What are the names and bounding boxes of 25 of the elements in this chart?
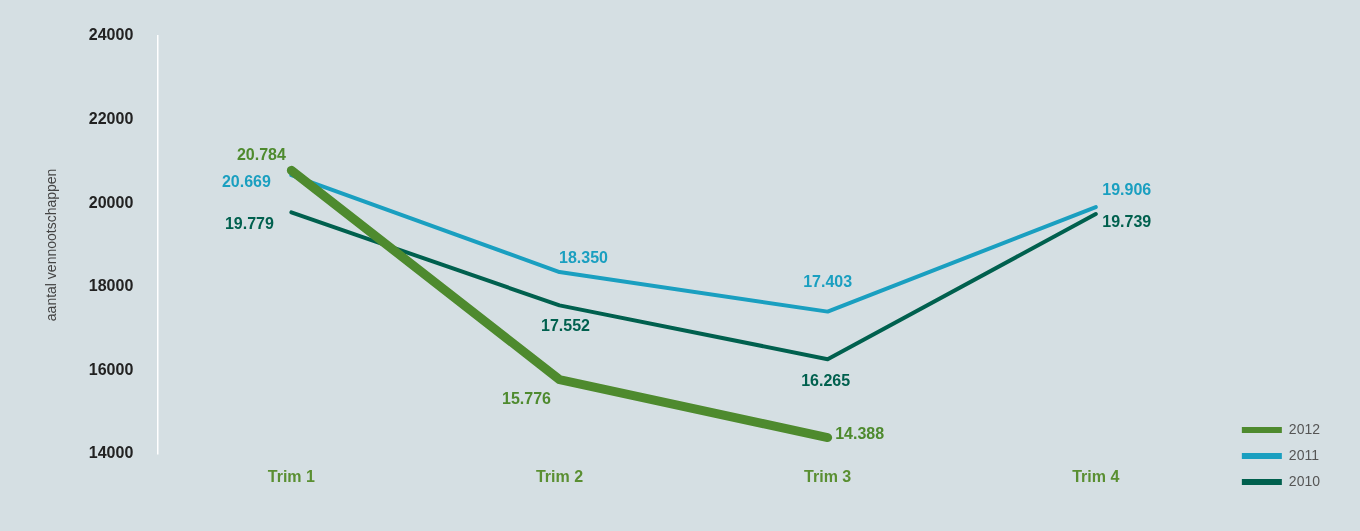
data-label: 18.350	[559, 249, 609, 267]
y-tick-label: 16000	[88, 360, 134, 378]
y-tick-label: 22000	[88, 109, 134, 127]
data-label: 15.776	[502, 390, 552, 407]
x-tick-label: Trim 1	[267, 467, 316, 485]
data-label: 19.779	[224, 214, 274, 232]
x-tick-label: Trim 3	[804, 467, 852, 485]
y-axis-title: aantal vennootschappen	[43, 168, 60, 322]
x-tick-label: Trim 2	[535, 467, 584, 485]
y-tick-label: 18000	[88, 277, 134, 295]
data-label: 16.265	[801, 371, 851, 389]
data-label: 19.906	[1102, 181, 1152, 199]
data-label: 19.739	[1102, 213, 1152, 231]
x-tick-label: Trim 4	[1072, 467, 1120, 485]
y-tick-label: 14000	[88, 444, 134, 462]
data-label: 17.552	[541, 316, 591, 334]
data-label: 20.784	[236, 145, 286, 163]
y-tick-label: 20000	[88, 193, 134, 211]
data-label: 20.669	[221, 172, 271, 190]
data-label: 17.403	[803, 273, 853, 291]
legend-label: 2011	[1288, 446, 1320, 463]
legend-label: 2010	[1288, 472, 1321, 489]
data-label: 14.388	[835, 425, 885, 442]
legend-label: 2012	[1288, 420, 1321, 437]
y-tick-label: 24000	[88, 26, 134, 44]
